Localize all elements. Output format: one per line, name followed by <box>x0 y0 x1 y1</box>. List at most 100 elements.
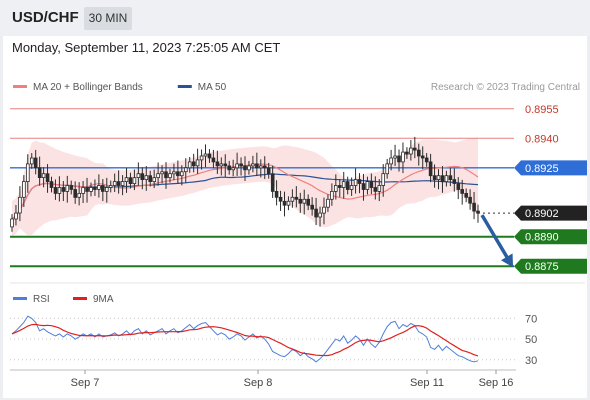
legend-label: MA 20 + Bollinger Bands <box>33 82 143 93</box>
candle-up <box>105 187 109 192</box>
candle-up <box>124 177 129 182</box>
rsi-tick-label: 50 <box>525 334 537 346</box>
candle-up <box>18 196 22 214</box>
candle-up <box>152 177 157 182</box>
candle-down <box>468 196 472 204</box>
candle-up <box>65 185 70 192</box>
candle-up <box>302 198 307 204</box>
candle-up <box>156 173 160 178</box>
candle-down <box>428 161 433 177</box>
candle-down <box>93 187 97 190</box>
candle-down <box>476 210 480 214</box>
candle-down <box>432 175 437 180</box>
candle-up <box>381 173 385 186</box>
candle-down <box>298 198 303 204</box>
candle-down <box>369 181 374 188</box>
candle-up <box>353 179 358 186</box>
candle-down <box>215 161 220 167</box>
rsi-legend: RSI 9MA <box>13 294 114 305</box>
candle-up <box>144 175 149 180</box>
x-tick-label: Sep 16 <box>479 377 514 389</box>
candle-up <box>108 185 113 188</box>
candle-up <box>168 173 172 178</box>
timeframe-button[interactable]: 30 MIN <box>84 7 132 30</box>
candle-down <box>85 187 89 192</box>
symbol-title: USD/CHF <box>12 9 79 26</box>
candle-down <box>282 200 287 206</box>
candle-down <box>361 183 366 190</box>
candle-down <box>274 190 279 198</box>
candle-up <box>203 153 208 157</box>
candle-down <box>373 187 378 192</box>
candle-up <box>377 185 382 192</box>
candle-up <box>132 177 137 184</box>
level-label: 0.8875 <box>525 261 559 273</box>
candle-down <box>53 187 58 194</box>
candle-down <box>101 185 105 192</box>
candle-down <box>239 163 243 167</box>
candle-down <box>456 183 461 190</box>
candle-up <box>333 185 338 192</box>
candle-up <box>389 157 393 165</box>
candle-down <box>45 173 50 182</box>
legend-label: 9MA <box>93 294 114 305</box>
x-tick-label: Sep 7 <box>71 377 100 389</box>
candle-down <box>116 181 121 186</box>
candle-up <box>231 167 236 171</box>
candle-up <box>183 167 188 173</box>
candle-down <box>314 208 318 218</box>
candle-up <box>247 165 251 171</box>
legend-label: MA 50 <box>198 82 227 93</box>
candle-down <box>49 181 54 188</box>
candle-down <box>255 163 259 169</box>
candle-up <box>385 163 389 175</box>
rsi-line <box>11 315 479 363</box>
datetime-label: Monday, September 11, 2023 7:25:05 AM CE… <box>12 40 281 55</box>
candle-down <box>69 185 74 190</box>
level-label: 0.8940 <box>525 133 559 145</box>
candle-up <box>349 185 354 190</box>
candle-up <box>195 159 200 167</box>
candle-up <box>25 163 30 182</box>
rsi-tick-label: 70 <box>525 313 537 325</box>
candle-up <box>22 181 26 198</box>
level-tag <box>514 229 587 245</box>
candle-up <box>409 147 413 155</box>
forecast-arrow-line <box>480 214 512 264</box>
x-tick-label: Sep 11 <box>410 377 444 389</box>
candle-up <box>286 200 291 206</box>
candle-up <box>251 163 255 167</box>
bollinger-bands <box>12 137 478 237</box>
candle-down <box>345 181 350 190</box>
candle-down <box>357 179 362 184</box>
candle-up <box>179 171 184 177</box>
candle-up <box>41 173 46 178</box>
level-label: 0.8890 <box>525 232 559 244</box>
candle-up <box>81 187 85 194</box>
candle-down <box>306 198 310 206</box>
candle-down <box>61 187 66 192</box>
candle-up <box>341 181 346 188</box>
candle-down <box>164 171 168 179</box>
candle-down <box>397 155 401 163</box>
candle-down <box>405 151 409 155</box>
candle-up <box>219 163 224 167</box>
candle-up <box>29 157 34 165</box>
candle-down <box>227 165 232 171</box>
candle-down <box>266 167 271 175</box>
credit-text: Research © 2023 Trading Central <box>431 82 580 93</box>
candle-down <box>211 157 216 163</box>
candle-down <box>278 196 283 202</box>
candle-down <box>140 173 145 180</box>
rsi-panel: 70 50 30 <box>10 313 537 367</box>
candle-down <box>223 163 228 167</box>
candle-down <box>270 173 275 192</box>
candle-down <box>310 204 314 210</box>
x-axis: Sep 7 Sep 8 Sep 11 Sep 16 <box>10 369 516 389</box>
candle-down <box>472 202 476 212</box>
candle-down <box>37 167 42 179</box>
legend-label: RSI <box>33 294 50 305</box>
x-tick-label: Sep 8 <box>244 377 273 389</box>
forecast-arrow <box>480 214 514 268</box>
bollinger-band-fill <box>12 137 478 237</box>
